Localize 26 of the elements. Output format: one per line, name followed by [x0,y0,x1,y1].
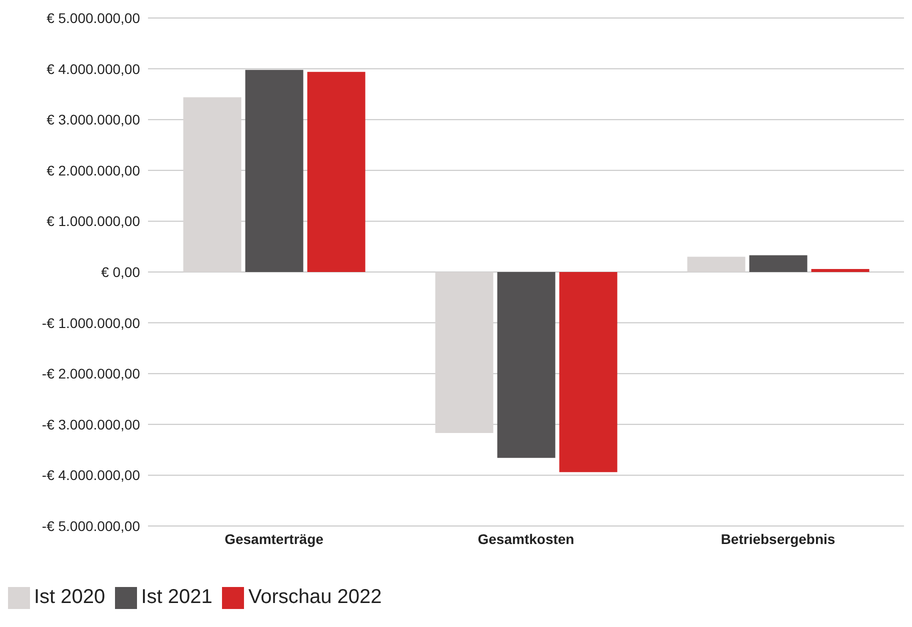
bar [245,70,304,272]
legend-label: Vorschau 2022 [248,586,382,608]
legend-label: Ist 2021 [141,586,212,608]
bar [307,72,366,272]
y-tick-label: € 3.000.000,00 [46,112,140,128]
y-tick-label: € 2.000.000,00 [46,162,140,178]
x-tick-label: Gesamterträge [224,530,324,547]
y-tick-label: € 4.000.000,00 [46,60,140,77]
x-tick-label: Gesamtkosten [478,530,574,547]
y-tick-label: -€ 4.000.000,00 [42,467,140,484]
bar [183,97,242,272]
bar [435,272,494,434]
x-tick-label: Betriebsergebnis [720,530,836,547]
y-tick-label: € 1.000.000,00 [46,213,140,230]
y-tick-label: -€ 2.000.000,00 [42,366,140,382]
y-tick-label: € 5.000.000,00 [46,10,140,26]
y-tick-label: -€ 5.000.000,00 [42,518,140,534]
bar [687,256,746,272]
legend-label: Ist 2020 [34,586,106,608]
bar [749,255,808,272]
y-tick-label: -€ 1.000.000,00 [42,314,140,331]
bar [559,272,618,472]
bar [497,272,556,458]
y-tick-label: -€ 3.000.000,00 [42,416,140,432]
bar [811,268,870,272]
y-tick-label: € 0,00 [101,264,140,280]
